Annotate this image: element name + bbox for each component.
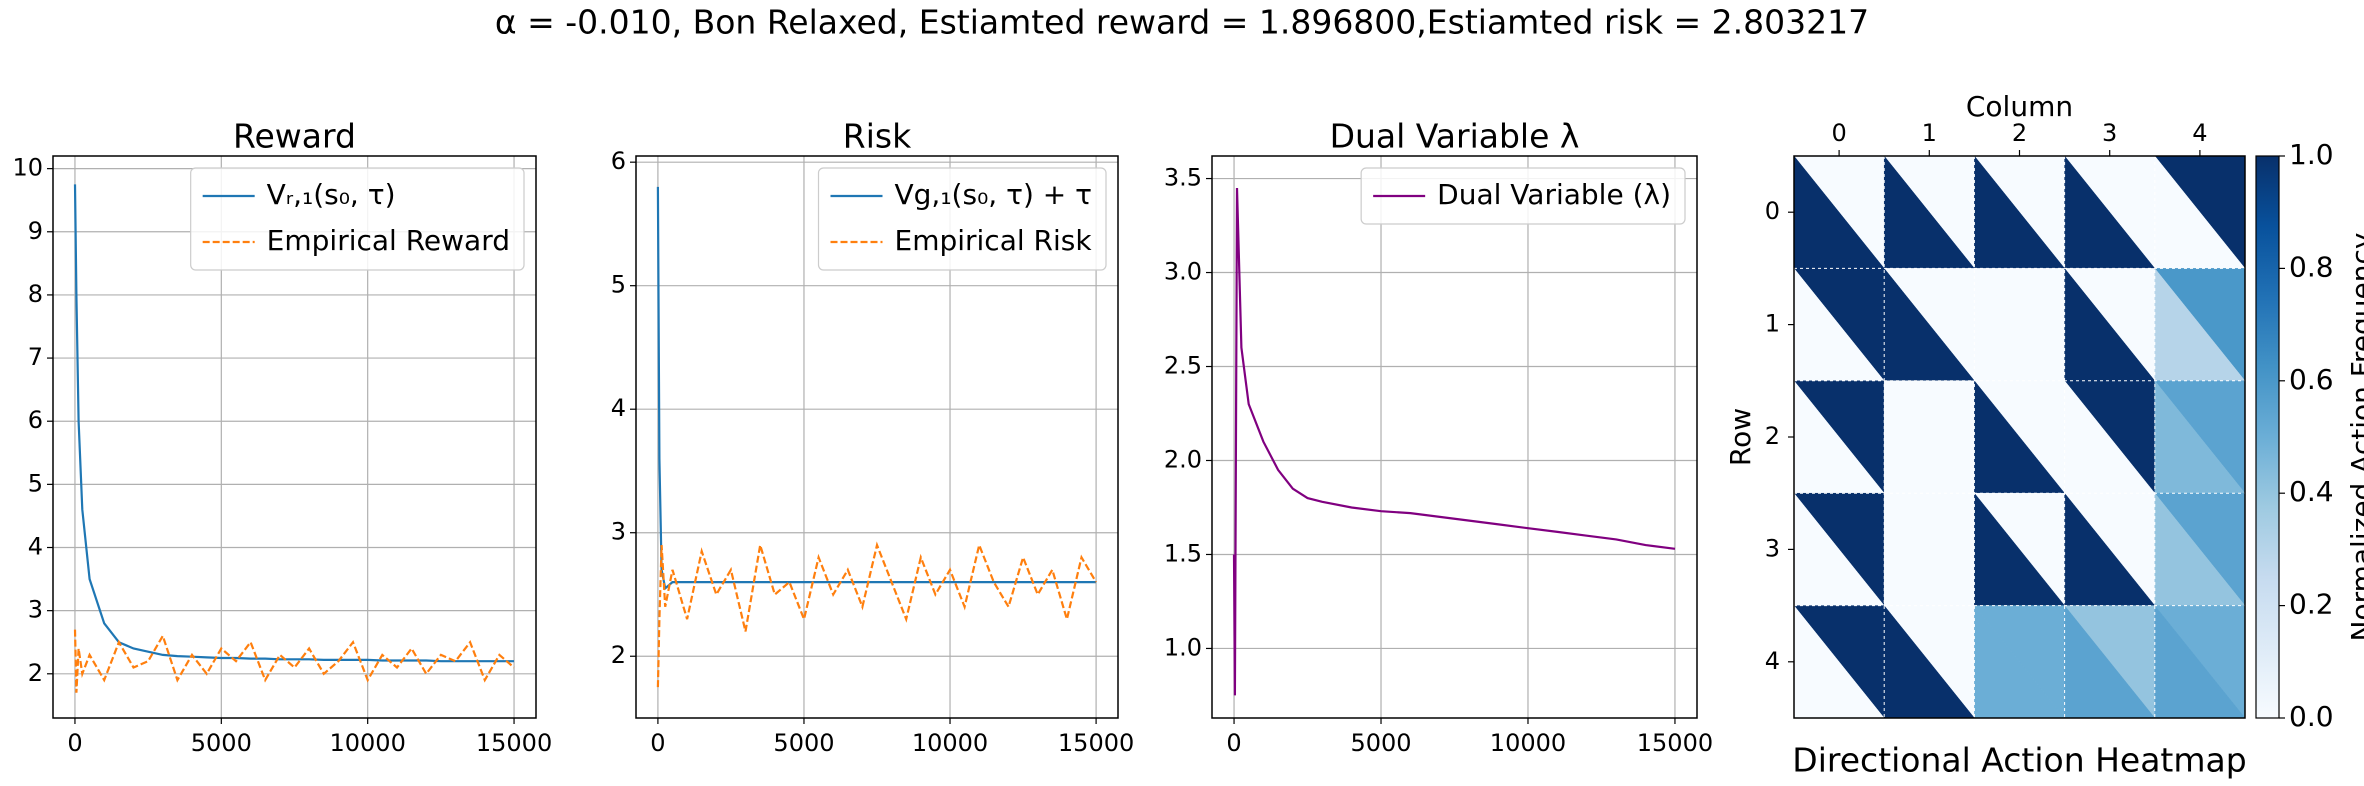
- y-tick-label: 3.0: [1164, 258, 1202, 286]
- series-line: [656, 541, 1098, 688]
- legend-label: Empirical Reward: [267, 224, 510, 257]
- x-tick-label: 15000: [1058, 729, 1134, 757]
- y-tick-label: 3: [611, 518, 626, 546]
- x-tick-label: 1: [1922, 119, 1937, 147]
- legend-label: Vᵣ,₁(s₀, τ): [267, 178, 396, 211]
- y-tick-label: 3: [28, 596, 43, 624]
- y-tick-label: 2.5: [1164, 352, 1202, 380]
- y-tick-label: 6: [611, 147, 626, 175]
- y-tick-label: 1.5: [1164, 539, 1202, 567]
- legend-box: [190, 167, 525, 271]
- y-tick-label: 2.0: [1164, 445, 1202, 473]
- y-tick-label: 8: [28, 280, 43, 308]
- x-tick-label: 2: [2012, 119, 2027, 147]
- x-tick-label: 15000: [1637, 729, 1713, 757]
- series-line: [73, 184, 514, 663]
- y-tick-label: 4: [28, 533, 43, 561]
- y-tick-label: 9: [28, 217, 43, 245]
- x-tick-label: 5000: [191, 729, 252, 757]
- y-tick-label: 0: [1765, 197, 1780, 225]
- colorbar-tick-label: 0.2: [2289, 588, 2334, 621]
- y-tick-label: 3.5: [1164, 164, 1202, 192]
- legend-box: [817, 167, 1107, 271]
- x-tick-label: 5000: [1350, 729, 1411, 757]
- colorbar-label: Normalized Action Frequency: [2345, 233, 2364, 642]
- y-tick-label: 4: [611, 394, 626, 422]
- y-tick-label: 5: [611, 271, 626, 299]
- y-axis-label: Row: [1724, 408, 1757, 466]
- colorbar-tick-label: 0.4: [2289, 475, 2334, 508]
- x-tick-label: 10000: [912, 729, 988, 757]
- legend: Dual Variable (λ): [1360, 167, 1686, 225]
- axes-title: Risk: [843, 117, 912, 156]
- y-tick-label: 5: [28, 469, 43, 497]
- colorbar-tick-label: 0.0: [2289, 700, 2334, 733]
- axes-frame: [52, 155, 537, 719]
- legend: Vg,₁(s₀, τ) + τ Empirical Risk: [817, 167, 1107, 271]
- colorbar-tick-label: 0.6: [2289, 363, 2334, 396]
- y-tick-label: 4: [1765, 647, 1780, 675]
- legend-box: [1360, 167, 1686, 225]
- x-tick-label: 4: [2192, 119, 2207, 147]
- x-axis-label: Column: [1966, 90, 2073, 123]
- colorbar: [2255, 155, 2280, 719]
- x-tick-label: 10000: [1490, 729, 1566, 757]
- series-line: [1232, 187, 1676, 696]
- y-tick-label: 2: [28, 659, 43, 687]
- figure-title: α = -0.010, Bon Relaxed, Estiamted rewar…: [495, 3, 1869, 42]
- x-tick-label: 0: [1226, 729, 1241, 757]
- y-tick-label: 1.0: [1164, 633, 1202, 661]
- y-tick-label: 1: [1765, 310, 1780, 338]
- axes-title: Reward: [233, 117, 356, 156]
- y-tick-label: 7: [28, 343, 43, 371]
- x-tick-label: 10000: [330, 729, 406, 757]
- axes-frame: [635, 155, 1119, 719]
- x-tick-label: 5000: [773, 729, 834, 757]
- y-tick-label: 3: [1765, 534, 1780, 562]
- heatmap-title: Directional Action Heatmap: [1792, 741, 2246, 780]
- legend-label: Vg,₁(s₀, τ) + τ: [895, 178, 1093, 211]
- colorbar-tick-label: 1.0: [2289, 138, 2334, 171]
- x-tick-label: 0: [67, 729, 82, 757]
- y-tick-label: 2: [1765, 422, 1780, 450]
- x-tick-label: 15000: [476, 729, 552, 757]
- series-line: [73, 629, 515, 693]
- x-tick-label: 3: [2102, 119, 2117, 147]
- legend: Vᵣ,₁(s₀, τ) Empirical Reward: [190, 167, 525, 271]
- x-tick-label: 0: [650, 729, 665, 757]
- y-tick-label: 10: [12, 154, 43, 182]
- legend-label: Dual Variable (λ): [1437, 178, 1671, 211]
- legend-label: Empirical Risk: [895, 224, 1093, 257]
- y-tick-label: 2: [611, 641, 626, 669]
- axes-frame: [1211, 155, 1698, 719]
- x-tick-label: 0: [1831, 119, 1846, 147]
- axes-title: Dual Variable λ: [1330, 117, 1580, 156]
- y-tick-label: 6: [28, 406, 43, 434]
- colorbar-tick-label: 0.8: [2289, 250, 2334, 283]
